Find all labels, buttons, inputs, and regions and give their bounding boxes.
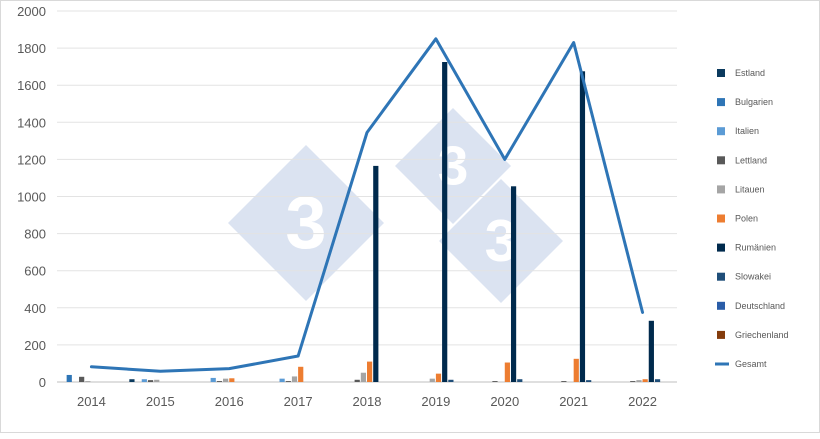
bar-litauen xyxy=(291,376,298,382)
bar-slowakei xyxy=(586,380,592,382)
watermark-diamond xyxy=(395,108,511,224)
x-tick-label: 2019 xyxy=(421,394,450,409)
bar-lettland xyxy=(79,376,85,382)
watermark-text: 3 xyxy=(285,181,326,264)
legend-swatch xyxy=(717,330,725,339)
legend-label: Rumänien xyxy=(735,243,776,253)
axes: 0 200 400 600 800 1000 1200 1400 1600 1800 2000 201… xyxy=(17,4,657,409)
bar-polen xyxy=(298,366,304,382)
legend-swatch xyxy=(717,156,725,165)
bar-litauen xyxy=(154,379,160,382)
y-tick-label: 1400 xyxy=(17,115,46,130)
bar-rumänien xyxy=(510,186,517,382)
bar-rumänien xyxy=(579,71,586,382)
watermark-diamond xyxy=(228,145,384,301)
bar-slowakei xyxy=(654,379,661,382)
bar-litauen xyxy=(85,381,91,382)
legend-label: Gesamt xyxy=(735,359,767,369)
legend-label: Griechenland xyxy=(735,330,789,340)
bar-lettland xyxy=(561,381,567,382)
legend-swatch xyxy=(717,301,725,310)
bar-rumänien xyxy=(373,165,379,382)
legend-swatch xyxy=(717,185,725,194)
legend-label: Slowakei xyxy=(735,272,771,282)
y-tick-label: 200 xyxy=(24,338,46,353)
bar-bulgarien xyxy=(66,374,72,382)
bar-slowakei xyxy=(448,379,454,382)
x-tick-label: 2014 xyxy=(77,394,106,409)
legend-label: Deutschland xyxy=(735,301,785,311)
x-tick-label: 2017 xyxy=(284,394,313,409)
bar-lettland xyxy=(630,381,636,382)
bar-rumänien xyxy=(442,62,448,382)
bar-litauen xyxy=(223,378,229,382)
legend-swatch xyxy=(717,214,725,223)
bar-lettland xyxy=(492,381,498,382)
y-tick-label: 600 xyxy=(24,264,46,279)
legend-label: Estland xyxy=(735,68,765,78)
legend-label: Bulgarien xyxy=(735,97,773,107)
legend-label: Lettland xyxy=(735,155,767,165)
bar-lettland xyxy=(354,379,360,382)
y-tick-label: 1200 xyxy=(17,152,46,167)
y-tick-label: 2000 xyxy=(17,4,46,19)
bar-litauen xyxy=(429,378,435,382)
y-tick-label: 1600 xyxy=(17,78,46,93)
y-tick-label: 1000 xyxy=(17,190,46,205)
bar-litauen xyxy=(636,380,642,382)
bar-polen xyxy=(573,358,579,382)
x-tick-label: 2020 xyxy=(490,394,519,409)
bar-polen xyxy=(504,362,510,382)
legend-label: Polen xyxy=(735,214,758,224)
grid xyxy=(57,10,677,383)
legend-label: Litauen xyxy=(735,184,765,194)
bar-italien xyxy=(210,377,216,382)
legend-label: Italien xyxy=(735,126,759,136)
bar-polen xyxy=(642,379,648,382)
bar-italien xyxy=(279,378,285,382)
bar-slowakei xyxy=(517,379,523,382)
bars xyxy=(66,62,661,382)
x-tick-label: 2021 xyxy=(559,394,588,409)
bar-polen xyxy=(229,378,235,382)
total-line xyxy=(89,37,645,373)
y-tick-label: 1800 xyxy=(17,41,46,56)
bar-lettland xyxy=(147,380,154,382)
x-tick-label: 2022 xyxy=(628,394,657,409)
y-tick-label: 400 xyxy=(24,301,46,316)
bar-italien xyxy=(141,379,147,382)
legend: Estland Bulgarien Italien Lettland Litauen Po… xyxy=(715,68,789,369)
line-gesamt xyxy=(89,37,645,373)
bar-rumänien xyxy=(648,320,654,382)
bar-polen xyxy=(435,373,442,382)
y-tick-label: 800 xyxy=(24,227,46,242)
x-tick-label: 2018 xyxy=(353,394,382,409)
bar-litauen xyxy=(360,372,366,382)
y-tick-label: 0 xyxy=(39,375,46,390)
bar-polen xyxy=(367,361,373,382)
bar-lettland xyxy=(285,381,291,382)
x-tick-label: 2016 xyxy=(215,394,244,409)
bar-estland xyxy=(129,379,135,382)
legend-swatch xyxy=(717,69,725,77)
legend-swatch xyxy=(717,272,725,281)
watermark-diamond xyxy=(439,179,563,303)
bar-lettland xyxy=(216,381,223,382)
legend-swatch xyxy=(717,127,725,136)
legend-swatch xyxy=(717,98,725,107)
legend-swatch xyxy=(717,243,725,252)
x-tick-label: 2015 xyxy=(146,394,175,409)
